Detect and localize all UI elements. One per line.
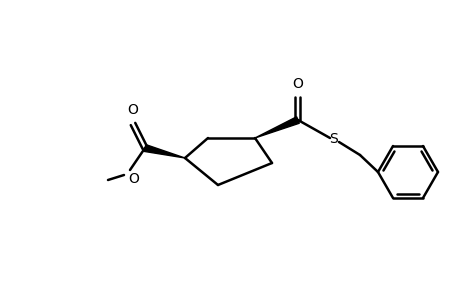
Text: O: O bbox=[128, 172, 139, 186]
Text: O: O bbox=[292, 77, 303, 91]
Text: O: O bbox=[127, 103, 138, 117]
Polygon shape bbox=[144, 145, 185, 158]
Text: S: S bbox=[329, 132, 338, 146]
Polygon shape bbox=[254, 117, 299, 138]
